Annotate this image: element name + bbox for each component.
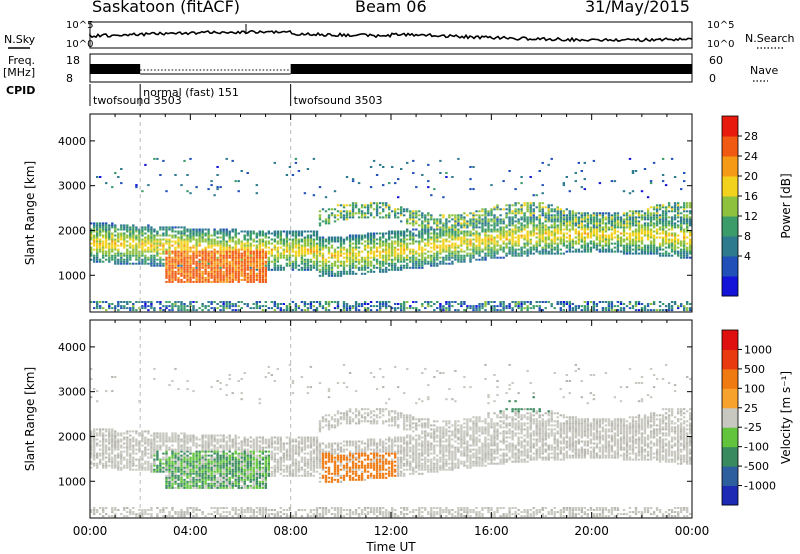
velocity-ytick-label-1000: 1000 (58, 475, 86, 488)
freq-tick-18: 18 (66, 54, 80, 67)
velocity-colorbar-tick-7: -1000 (744, 480, 776, 493)
power-ylabel: Slant Range [km] (23, 161, 37, 265)
velocity-colorbar-swatch-5 (722, 388, 738, 408)
noise-right-tick-bottom: 10^0 (707, 39, 734, 50)
velocity-colorbar-swatch-4 (722, 408, 738, 428)
power-ytick-label-1000: 1000 (58, 269, 86, 282)
power-colorbar-swatch-1 (722, 256, 738, 277)
power-colorbar-tick-5: 8 (744, 230, 751, 243)
velocity-colorbar-tick-0: 1000 (744, 343, 772, 356)
velocity-colorbar-swatch-0 (722, 486, 738, 506)
noise-left-tick-bottom: 10^0 (66, 39, 93, 50)
radar-summary-plot: Saskatoon (fitACF) Beam 06 31/May/2015 N… (0, 0, 800, 554)
power-colorbar-tick-0: 28 (744, 130, 758, 143)
power-colorbar-swatch-3 (722, 216, 738, 237)
velocity-cells (90, 364, 691, 517)
velocity-ytick-label-3000: 3000 (58, 386, 86, 399)
power-ytick-label-4000: 4000 (58, 135, 86, 148)
velocity-ylabel: Slant Range [km] (23, 367, 37, 471)
xtick-label-2: 08:00 (273, 524, 308, 538)
cpid-label-2: twofsound 3503 (294, 94, 383, 107)
nave-tick-60: 60 (709, 54, 723, 67)
nave-tick-0: 0 (709, 72, 716, 85)
velocity-colorbar-tick-6: -500 (744, 460, 769, 473)
power-colorbar-swatch-4 (722, 196, 738, 217)
velocity-colorbar-swatch-8 (722, 330, 738, 350)
freq-band-late (291, 64, 692, 74)
velocity-colorbar-tick-3: 25 (744, 402, 758, 415)
power-colorbar-tick-2: 20 (744, 170, 758, 183)
xtick-label-4: 16:00 (474, 524, 509, 538)
noise-sky-line (90, 31, 692, 42)
xtick-label-5: 20:00 (574, 524, 609, 538)
xtick-label-6: 00:00 (675, 524, 710, 538)
velocity-ytick-label-4000: 4000 (58, 341, 86, 354)
xaxis-label: Time UT (365, 540, 416, 554)
power-ytick-label-2000: 2000 (58, 224, 86, 237)
velocity-colorbar-swatch-3 (722, 427, 738, 447)
xtick-label-3: 12:00 (374, 524, 409, 538)
power-colorbar-tick-1: 24 (744, 150, 758, 163)
power-colorbar-tick-3: 16 (744, 190, 758, 203)
velocity-colorbar-tick-2: 100 (744, 382, 765, 395)
noise-left-tick-top: 10^5 (66, 20, 93, 31)
power-colorbar-label: Power [dB] (779, 173, 793, 238)
velocity-colorbar-swatch-2 (722, 447, 738, 467)
freq-band-early (90, 64, 140, 74)
power-colorbar-swatch-7 (722, 136, 738, 157)
velocity-colorbar-tick-5: -100 (744, 441, 769, 454)
power-colorbar-tick-6: 4 (744, 250, 751, 263)
freq-tick-8: 8 (66, 72, 73, 85)
velocity-colorbar-tick-1: 500 (744, 363, 765, 376)
power-cells (90, 158, 691, 311)
velocity-colorbar-label: Velocity [m s⁻¹] (779, 371, 793, 464)
xtick-label-0: 00:00 (73, 524, 108, 538)
power-colorbar-swatch-8 (722, 116, 738, 137)
velocity-colorbar-tick-4: -25 (744, 421, 762, 434)
power-colorbar-swatch-0 (722, 276, 738, 297)
cpid-label-1: normal (fast) 151 (143, 86, 239, 99)
velocity-colorbar-swatch-1 (722, 466, 738, 486)
velocity-colorbar-swatch-7 (722, 349, 738, 369)
velocity-ytick-label-2000: 2000 (58, 430, 86, 443)
power-ytick-label-3000: 3000 (58, 180, 86, 193)
noise-right-tick-top: 10^5 (707, 20, 734, 31)
plot-canvas: 10^5 10^0 10^5 10^0 18 8 60 0 twofsound 3503 norm… (0, 0, 800, 554)
power-colorbar-swatch-5 (722, 176, 738, 197)
xtick-label-1: 04:00 (173, 524, 208, 538)
power-colorbar-swatch-6 (722, 156, 738, 177)
power-colorbar-swatch-2 (722, 236, 738, 257)
velocity-colorbar-swatch-6 (722, 369, 738, 389)
power-colorbar-tick-4: 12 (744, 210, 758, 223)
